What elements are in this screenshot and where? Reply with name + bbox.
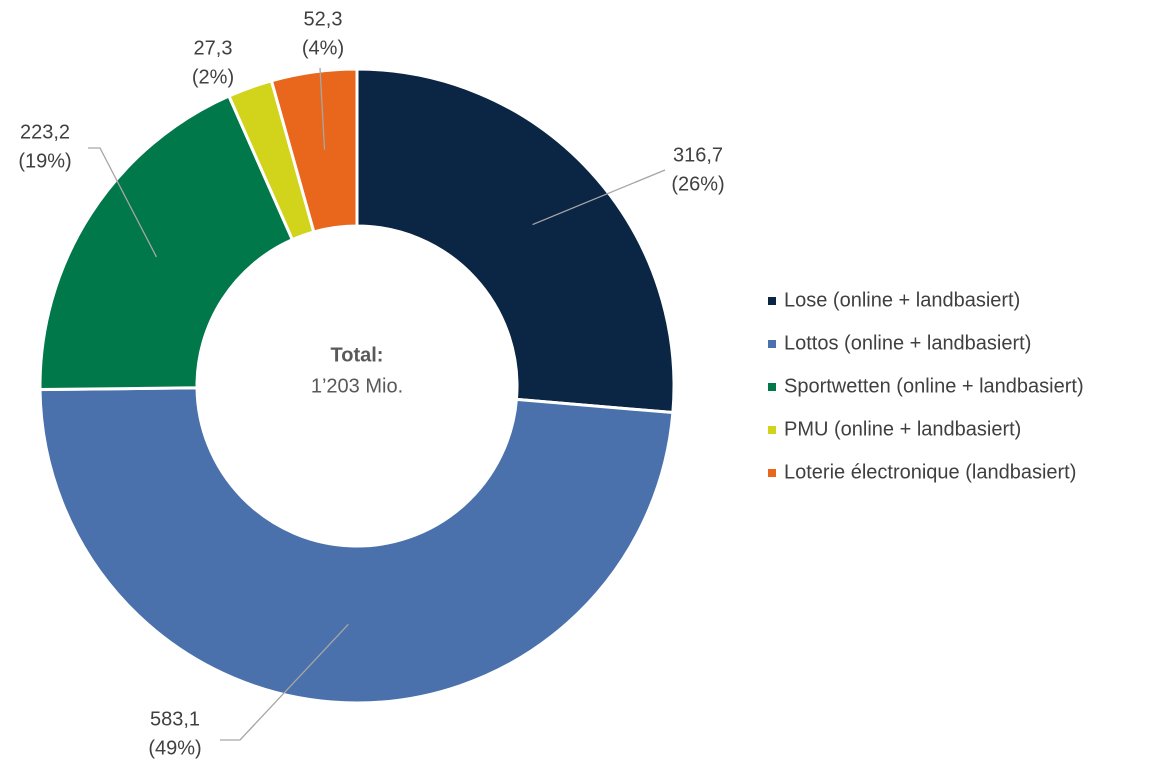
percent-label: (4%)	[302, 37, 344, 59]
data-label: 223,2	[20, 121, 70, 143]
percent-label: (19%)	[18, 150, 71, 172]
data-label: 27,3	[194, 37, 233, 59]
center-title: Total:	[331, 344, 384, 366]
slice	[38, 386, 675, 705]
legend-swatch	[768, 426, 776, 434]
leader-line	[532, 169, 666, 226]
legend-swatch	[768, 469, 776, 477]
legend-label: Lottos (online + landbasiert)	[784, 332, 1031, 354]
legend-swatch	[768, 340, 776, 348]
slice	[269, 67, 359, 234]
slice	[38, 94, 295, 392]
percent-label: (49%)	[148, 737, 201, 759]
center-value: 1’203 Mio.	[311, 375, 403, 397]
leader-line	[220, 623, 349, 741]
legend-label: Sportwetten (online + landbasiert)	[784, 375, 1084, 397]
data-label: 316,7	[673, 144, 723, 166]
data-label: 583,1	[150, 708, 200, 730]
slice	[355, 67, 676, 415]
legend-label: Lose (online + landbasiert)	[784, 289, 1020, 311]
legend-swatch	[768, 383, 776, 391]
legend-swatch	[768, 297, 776, 305]
percent-label: (2%)	[192, 66, 234, 88]
percent-label: (26%)	[671, 173, 724, 195]
leader-line	[319, 67, 326, 150]
legend-label: PMU (online + landbasiert)	[784, 418, 1021, 440]
leader-line	[88, 147, 158, 258]
legend-label: Loterie électronique (landbasiert)	[784, 461, 1076, 483]
data-label: 52,3	[304, 8, 343, 30]
